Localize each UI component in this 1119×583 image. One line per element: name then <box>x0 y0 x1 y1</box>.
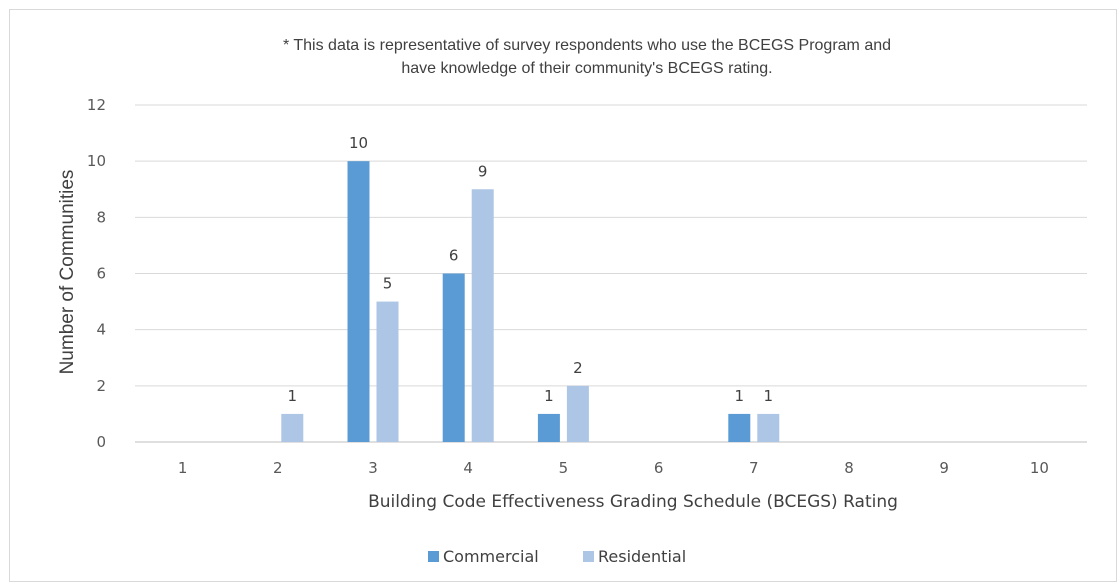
x-tick-label: 7 <box>749 459 759 477</box>
x-tick-label: 3 <box>368 459 378 477</box>
bar-commercial <box>442 273 465 442</box>
bar-commercial <box>347 161 370 442</box>
note-line-2: have knowledge of their community's BCEG… <box>401 60 772 77</box>
legend-swatch-commercial <box>428 551 439 562</box>
gridlines <box>135 104 1087 443</box>
legend-label-residential: Residential <box>598 547 686 566</box>
bar-residential <box>757 413 780 442</box>
x-axis-title: Building Code Effectiveness Grading Sche… <box>368 492 898 512</box>
data-labels: 10 6 1 1 1 5 9 2 1 <box>288 134 774 405</box>
data-label: 9 <box>478 162 488 180</box>
x-tick-label: 1 <box>178 459 188 477</box>
x-axis-tick-labels: 1 2 3 4 5 6 7 8 9 10 <box>178 459 1049 477</box>
y-tick-label: 4 <box>96 321 106 339</box>
y-axis-title: Number of Communities <box>57 170 78 375</box>
x-tick-label: 2 <box>273 459 283 477</box>
data-label: 10 <box>349 134 368 152</box>
data-label: 1 <box>288 387 298 405</box>
data-label: 6 <box>449 247 459 265</box>
note-line-1: * This data is representative of survey … <box>283 37 891 54</box>
y-tick-label: 6 <box>96 265 106 283</box>
x-tick-label: 9 <box>939 459 949 477</box>
y-tick-label: 8 <box>96 208 106 226</box>
bars <box>281 161 780 442</box>
bar-residential <box>471 189 494 442</box>
bar-residential <box>281 413 304 442</box>
legend: Commercial Residential <box>428 547 686 566</box>
y-tick-label: 10 <box>87 152 106 170</box>
x-tick-label: 5 <box>559 459 569 477</box>
data-label: 1 <box>544 387 554 405</box>
bar-commercial <box>728 413 751 442</box>
y-tick-label: 2 <box>96 377 106 395</box>
data-label: 5 <box>383 275 393 293</box>
legend-label-commercial: Commercial <box>443 547 539 566</box>
x-tick-label: 8 <box>844 459 854 477</box>
x-tick-label: 10 <box>1030 459 1049 477</box>
x-tick-label: 6 <box>654 459 664 477</box>
data-label: 2 <box>573 359 583 377</box>
data-label: 1 <box>764 387 774 405</box>
data-label: 1 <box>735 387 745 405</box>
y-tick-label: 0 <box>96 433 106 451</box>
chart-note: * This data is representative of survey … <box>283 37 891 77</box>
bar-residential <box>376 301 399 442</box>
bar-residential <box>566 385 589 442</box>
x-tick-label: 4 <box>463 459 473 477</box>
y-axis-tick-labels: 0 2 4 6 8 10 12 <box>87 96 106 451</box>
bar-commercial <box>537 413 560 442</box>
legend-swatch-residential <box>583 551 594 562</box>
y-tick-label: 12 <box>87 96 106 114</box>
